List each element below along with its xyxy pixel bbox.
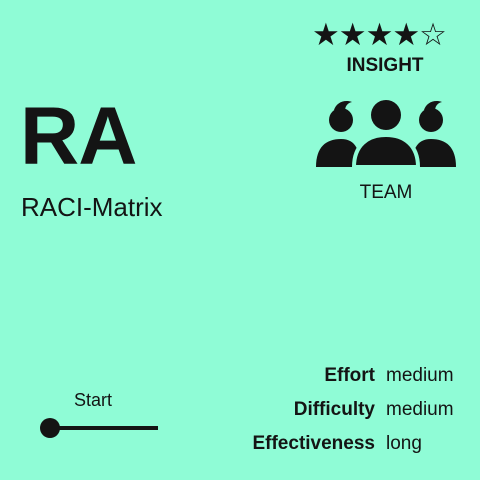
metric-value: medium bbox=[386, 365, 454, 386]
metric-key: Effectiveness bbox=[252, 433, 375, 454]
slider-track bbox=[46, 426, 158, 430]
level-label: INSIGHT bbox=[346, 55, 424, 76]
metric-value: medium bbox=[386, 399, 454, 420]
metric-effectiveness: Effectiveness long bbox=[200, 434, 470, 468]
metrics-list: Effort medium Difficulty medium Effectiv… bbox=[200, 366, 470, 468]
progress-slider bbox=[40, 418, 160, 438]
rating-stars: ★★★★☆ bbox=[312, 17, 447, 52]
team-icon bbox=[316, 100, 456, 167]
progress-label: Start bbox=[74, 390, 113, 410]
metric-difficulty: Difficulty medium bbox=[200, 400, 470, 434]
metric-key: Difficulty bbox=[293, 399, 375, 420]
card-abbreviation: RA bbox=[20, 91, 137, 182]
category-label: TEAM bbox=[359, 182, 413, 203]
card-title: RACI-Matrix bbox=[21, 192, 163, 222]
metric-value: long bbox=[386, 433, 422, 454]
metric-key: Effort bbox=[324, 365, 375, 386]
metric-effort: Effort medium bbox=[200, 366, 470, 400]
slider-knob bbox=[40, 418, 60, 438]
